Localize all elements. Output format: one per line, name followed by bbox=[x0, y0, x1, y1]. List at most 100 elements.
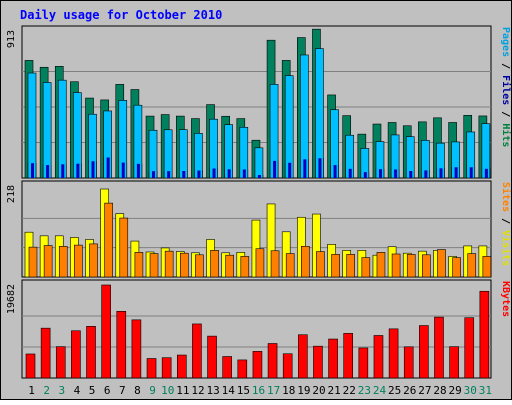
bottom-bar-kbytes-day-23 bbox=[358, 347, 369, 379]
top-bar-files-overlay-day-25 bbox=[394, 169, 398, 178]
x-tick-label-day-2: 2 bbox=[43, 384, 50, 397]
bottom-series-label: KBytes bbox=[500, 281, 511, 317]
top-bar-pages-day-2 bbox=[42, 82, 52, 179]
middle-bar-sites-day-14 bbox=[225, 254, 234, 278]
top-bar-pages-day-18 bbox=[284, 75, 294, 179]
middle-series-label-part-2: Visits bbox=[500, 230, 512, 266]
x-tick-label-day-8: 8 bbox=[134, 384, 141, 397]
x-tick-label-day-22: 22 bbox=[343, 384, 356, 397]
middle-bar-sites-day-10 bbox=[164, 250, 174, 278]
bottom-bar-kbytes-day-16 bbox=[252, 351, 263, 379]
x-axis-day-labels: 1 2 3 4 5 6 7 8 9 10 11 12 13 14 15 16 17 18 19 20 21 22 23 24 2… bbox=[28, 384, 492, 397]
top-bar-files-overlay-day-19 bbox=[303, 159, 307, 178]
top-bar-files-overlay-day-26 bbox=[409, 171, 413, 178]
middle-bar-sites-day-2 bbox=[43, 245, 53, 278]
x-tick-label-day-30: 30 bbox=[464, 384, 477, 397]
x-tick-label-day-14: 14 bbox=[222, 384, 236, 397]
middle-bar-sites-day-22 bbox=[346, 254, 356, 278]
middle-bar-sites-day-11 bbox=[179, 252, 189, 278]
bottom-bar-kbytes-day-4 bbox=[71, 330, 81, 379]
middle-bar-sites-day-26 bbox=[406, 254, 416, 278]
top-bar-files-overlay-day-7 bbox=[121, 162, 125, 178]
bottom-bar-kbytes-day-22 bbox=[343, 333, 354, 379]
x-tick-label-day-9: 9 bbox=[149, 384, 156, 397]
top-bar-files-overlay-day-22 bbox=[348, 168, 352, 178]
x-tick-label-day-27: 27 bbox=[418, 384, 431, 397]
top-bar-files-overlay-day-15 bbox=[242, 169, 246, 178]
bottom-bar-kbytes-day-26 bbox=[403, 346, 414, 379]
chart-panels: 913 Pages / Files / Hits 218 Sites / Visits… bbox=[6, 25, 512, 379]
middle-bar-sites-day-15 bbox=[240, 256, 250, 278]
middle-bar-sites-day-6 bbox=[104, 202, 113, 278]
top-bar-pages-day-10 bbox=[163, 129, 173, 179]
x-tick-label-day-13: 13 bbox=[206, 384, 219, 397]
bottom-bar-kbytes-day-21 bbox=[328, 338, 338, 379]
top-bar-files-overlay-day-29 bbox=[454, 167, 458, 178]
middle-bar-sites-day-25 bbox=[391, 253, 401, 278]
top-series-label: Pages / Files / Hits bbox=[500, 27, 512, 147]
top-bar-pages-day-16 bbox=[254, 147, 264, 179]
bottom-bar-kbytes-day-11 bbox=[176, 354, 187, 379]
bottom-bar-kbytes-day-5 bbox=[86, 326, 96, 379]
top-bar-files-overlay-day-28 bbox=[439, 168, 443, 178]
top-series-label-part-3: / bbox=[500, 105, 511, 123]
bottom-bar-kbytes-day-24 bbox=[373, 335, 384, 379]
top-bar-files-overlay-day-3 bbox=[61, 164, 65, 178]
top-bar-files-overlay-day-31 bbox=[484, 168, 488, 178]
middle-bar-sites-day-28 bbox=[437, 249, 446, 278]
top-bar-files-overlay-day-27 bbox=[424, 170, 428, 178]
top-bar-files-overlay-day-1 bbox=[31, 163, 34, 178]
bottom-y-max-label: 19682 bbox=[6, 284, 17, 314]
middle-series-label-part-1: / bbox=[500, 212, 511, 230]
bottom-bar-kbytes-day-28 bbox=[434, 316, 444, 379]
bottom-bar-kbytes-day-10 bbox=[161, 357, 172, 379]
top-bar-files-overlay-day-5 bbox=[91, 161, 95, 178]
x-tick-label-day-19: 19 bbox=[297, 384, 310, 397]
x-tick-label-day-21: 21 bbox=[328, 384, 341, 397]
x-tick-label-day-20: 20 bbox=[312, 384, 325, 397]
bottom-bar-kbytes-day-29 bbox=[449, 346, 459, 379]
top-series-label-part-2: Files bbox=[500, 75, 512, 105]
bottom-panel: 19682 KBytes bbox=[6, 279, 511, 379]
middle-bar-sites-day-12 bbox=[195, 254, 204, 278]
bottom-series-label-part-0: KBytes bbox=[500, 281, 511, 317]
x-tick-label-day-5: 5 bbox=[89, 384, 96, 397]
middle-bar-sites-day-24 bbox=[376, 252, 386, 278]
top-bar-files-overlay-day-14 bbox=[227, 169, 231, 178]
x-tick-label-day-10: 10 bbox=[161, 384, 174, 397]
middle-bar-sites-day-29 bbox=[452, 257, 461, 278]
x-tick-label-day-3: 3 bbox=[59, 384, 66, 397]
top-bar-files-overlay-day-13 bbox=[212, 168, 216, 178]
middle-bar-sites-day-30 bbox=[467, 253, 477, 278]
top-bar-pages-day-1 bbox=[27, 72, 37, 179]
middle-bar-sites-day-1 bbox=[28, 246, 38, 278]
middle-bar-sites-day-31 bbox=[482, 256, 492, 278]
top-bar-files-overlay-day-16 bbox=[257, 175, 261, 178]
x-tick-label-day-1: 1 bbox=[28, 384, 35, 397]
middle-bar-sites-day-20 bbox=[316, 251, 325, 278]
middle-y-max-label: 218 bbox=[6, 185, 17, 203]
top-bar-files-overlay-day-9 bbox=[152, 171, 156, 178]
middle-bar-sites-day-17 bbox=[270, 250, 280, 278]
middle-bar-sites-day-7 bbox=[119, 217, 129, 278]
x-tick-label-day-7: 7 bbox=[119, 384, 126, 397]
top-bar-files-overlay-day-17 bbox=[273, 160, 277, 178]
top-bar-files-overlay-day-6 bbox=[106, 157, 110, 178]
middle-series-label: Sites / Visits bbox=[500, 182, 512, 266]
middle-bar-sites-day-18 bbox=[285, 253, 295, 278]
bottom-bar-kbytes-day-6 bbox=[101, 284, 111, 379]
x-tick-label-day-6: 6 bbox=[104, 384, 111, 397]
x-tick-label-day-4: 4 bbox=[74, 384, 81, 397]
chart-title: Daily usage for October 2010 bbox=[20, 8, 222, 22]
top-series-label-part-4: Hits bbox=[500, 123, 512, 147]
top-bar-pages-day-11 bbox=[178, 129, 188, 179]
middle-bar-sites-day-13 bbox=[210, 250, 219, 278]
middle-bar-sites-day-23 bbox=[361, 257, 371, 278]
top-y-max-label: 913 bbox=[6, 30, 17, 48]
middle-bar-sites-day-16 bbox=[255, 248, 265, 278]
x-tick-label-day-31: 31 bbox=[479, 384, 492, 397]
top-bar-files-overlay-day-2 bbox=[46, 165, 50, 178]
top-bar-files-overlay-day-11 bbox=[182, 171, 186, 178]
